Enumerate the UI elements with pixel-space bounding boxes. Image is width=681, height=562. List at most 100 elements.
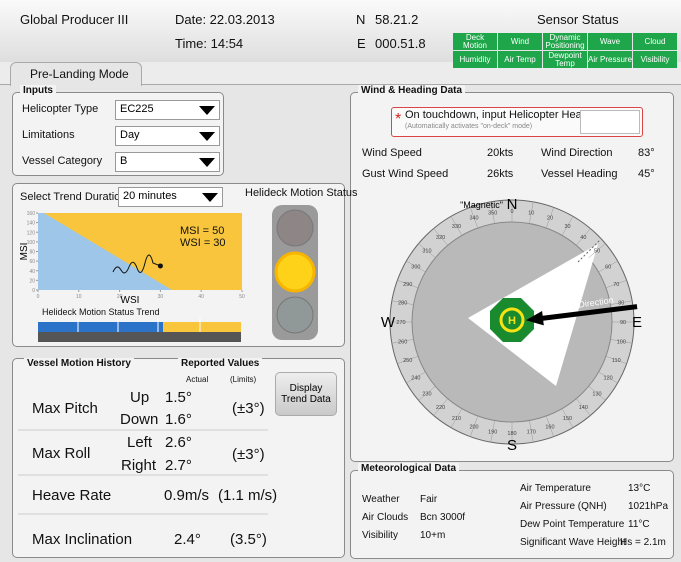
sensor: Humidity bbox=[453, 51, 497, 68]
compass-degree: 10 bbox=[528, 211, 534, 217]
row-value: 2.7° bbox=[165, 457, 192, 474]
compass-degree: 350 bbox=[488, 211, 497, 217]
tab-label[interactable]: Pre-Landing Mode bbox=[30, 67, 129, 81]
compass-degree: 170 bbox=[527, 429, 536, 435]
y-tick-label: 40 bbox=[29, 269, 35, 275]
y-tick-label: 20 bbox=[29, 278, 35, 284]
display-trend-button[interactable]: Display Trend Data bbox=[275, 372, 337, 416]
sensor: Cloud bbox=[633, 33, 677, 50]
compass-tick bbox=[588, 243, 606, 258]
compass-degree: 20 bbox=[547, 216, 553, 222]
compass-degree: 330 bbox=[452, 224, 461, 230]
field-value: Day bbox=[120, 129, 140, 141]
reading-label: Vessel Heading bbox=[541, 168, 618, 180]
compass-tick bbox=[450, 408, 463, 428]
compass-tick bbox=[598, 371, 618, 384]
point bbox=[157, 263, 163, 269]
reading-value: 83° bbox=[638, 147, 655, 159]
sensor: Wind bbox=[498, 33, 542, 50]
light-green bbox=[276, 296, 314, 334]
limits-header: (Limits) bbox=[230, 375, 257, 384]
tab[interactable] bbox=[10, 62, 142, 86]
row-value: 2.4° bbox=[174, 531, 201, 548]
cardinal: W bbox=[381, 314, 396, 331]
heading-input[interactable] bbox=[580, 110, 640, 134]
wind-arrow-shaft bbox=[539, 304, 638, 322]
compass-degree: 300 bbox=[411, 265, 420, 271]
sensor: Dynamic Positioning bbox=[543, 33, 587, 50]
trend-segment bbox=[163, 322, 241, 332]
helideck-circle bbox=[499, 307, 525, 333]
sensor: Deck Motion bbox=[453, 33, 497, 50]
compass-tick bbox=[391, 300, 414, 305]
trend-segment bbox=[38, 322, 163, 332]
prompt: On touchdown, input Helicopter Heading: bbox=[405, 109, 606, 121]
x-axis-label: WSI bbox=[121, 295, 140, 306]
compass-degree: 200 bbox=[469, 424, 478, 430]
x-tick-label: 10 bbox=[76, 294, 82, 300]
compass-degree: 40 bbox=[580, 235, 586, 241]
compass-tick bbox=[610, 339, 633, 344]
required-mark: * bbox=[395, 111, 402, 128]
compass-degree: 210 bbox=[452, 416, 461, 422]
compass-degree: 100 bbox=[617, 339, 626, 345]
reading-label: Wind Direction bbox=[541, 147, 613, 159]
sensor: Dewpoint Temp bbox=[543, 51, 587, 68]
compass-degree: 60 bbox=[605, 265, 611, 271]
field-dropdown[interactable]: B bbox=[115, 152, 220, 172]
compass-degree: 220 bbox=[436, 405, 445, 411]
meteo-value: Bcn 3000f bbox=[420, 512, 466, 523]
meteo-panel bbox=[350, 470, 674, 559]
row-limit: (1.1 m/s) bbox=[218, 487, 278, 504]
compass-tick bbox=[610, 300, 633, 305]
compass-degree: 260 bbox=[398, 339, 407, 345]
lat: 58.21.2 bbox=[375, 12, 419, 27]
trace bbox=[112, 254, 161, 274]
meteo-label: Dew Point Temperature bbox=[520, 519, 625, 530]
row-value: 2.6° bbox=[165, 434, 192, 451]
compass-tick bbox=[397, 355, 419, 364]
row-sub-label: Right bbox=[121, 457, 157, 474]
x-tick-label: 0 bbox=[37, 294, 40, 300]
field-dropdown[interactable]: Day bbox=[115, 126, 220, 146]
compass-reference: "Magnetic" bbox=[460, 200, 503, 210]
duration-dropdown[interactable]: 20 minutes bbox=[118, 187, 223, 207]
compass-tick bbox=[605, 355, 627, 364]
row-sub-label: Down bbox=[120, 411, 159, 428]
compass-degree: 130 bbox=[592, 391, 601, 397]
compass-degree: 340 bbox=[469, 216, 478, 222]
reading-value: 26kts bbox=[487, 168, 514, 180]
compass-tick bbox=[418, 386, 436, 401]
compass-tick bbox=[406, 260, 426, 273]
compass-degree: 150 bbox=[563, 416, 572, 422]
meteo-label: Weather bbox=[362, 494, 400, 505]
compass-tick bbox=[433, 398, 448, 416]
meteo-value: Hs = 2.1m bbox=[620, 537, 666, 548]
wind-arrow-head bbox=[525, 311, 544, 326]
y-tick-label: 100 bbox=[27, 240, 36, 246]
field-dropdown[interactable]: EC225 bbox=[115, 100, 220, 120]
meteo-title: Meteorological Data bbox=[358, 463, 460, 474]
compass-degree: 240 bbox=[411, 376, 420, 382]
meteo-value: 11°C bbox=[628, 519, 650, 530]
y-tick-label: 140 bbox=[27, 221, 36, 227]
meteo-label: Air Temperature bbox=[520, 483, 591, 494]
row-sub-label: Up bbox=[130, 389, 150, 406]
compass-degree: 310 bbox=[422, 249, 431, 255]
compass-degree: 230 bbox=[422, 391, 431, 397]
inputs-title: Inputs bbox=[20, 85, 56, 96]
compass-degree: 190 bbox=[488, 429, 497, 435]
field-value: B bbox=[120, 155, 128, 167]
compass-tick bbox=[470, 415, 479, 437]
status-title: Helideck Motion Status bbox=[245, 187, 358, 199]
reading-value: 20kts bbox=[487, 147, 514, 159]
button-label[interactable]: Display Trend Data bbox=[281, 383, 331, 405]
compass-degree: 80 bbox=[618, 301, 624, 307]
compass-tick bbox=[397, 280, 419, 289]
cardinal: E bbox=[632, 314, 642, 331]
compass-degree: 90 bbox=[620, 320, 626, 326]
compass-tick bbox=[576, 398, 591, 416]
x-tick-label: 30 bbox=[158, 294, 164, 300]
